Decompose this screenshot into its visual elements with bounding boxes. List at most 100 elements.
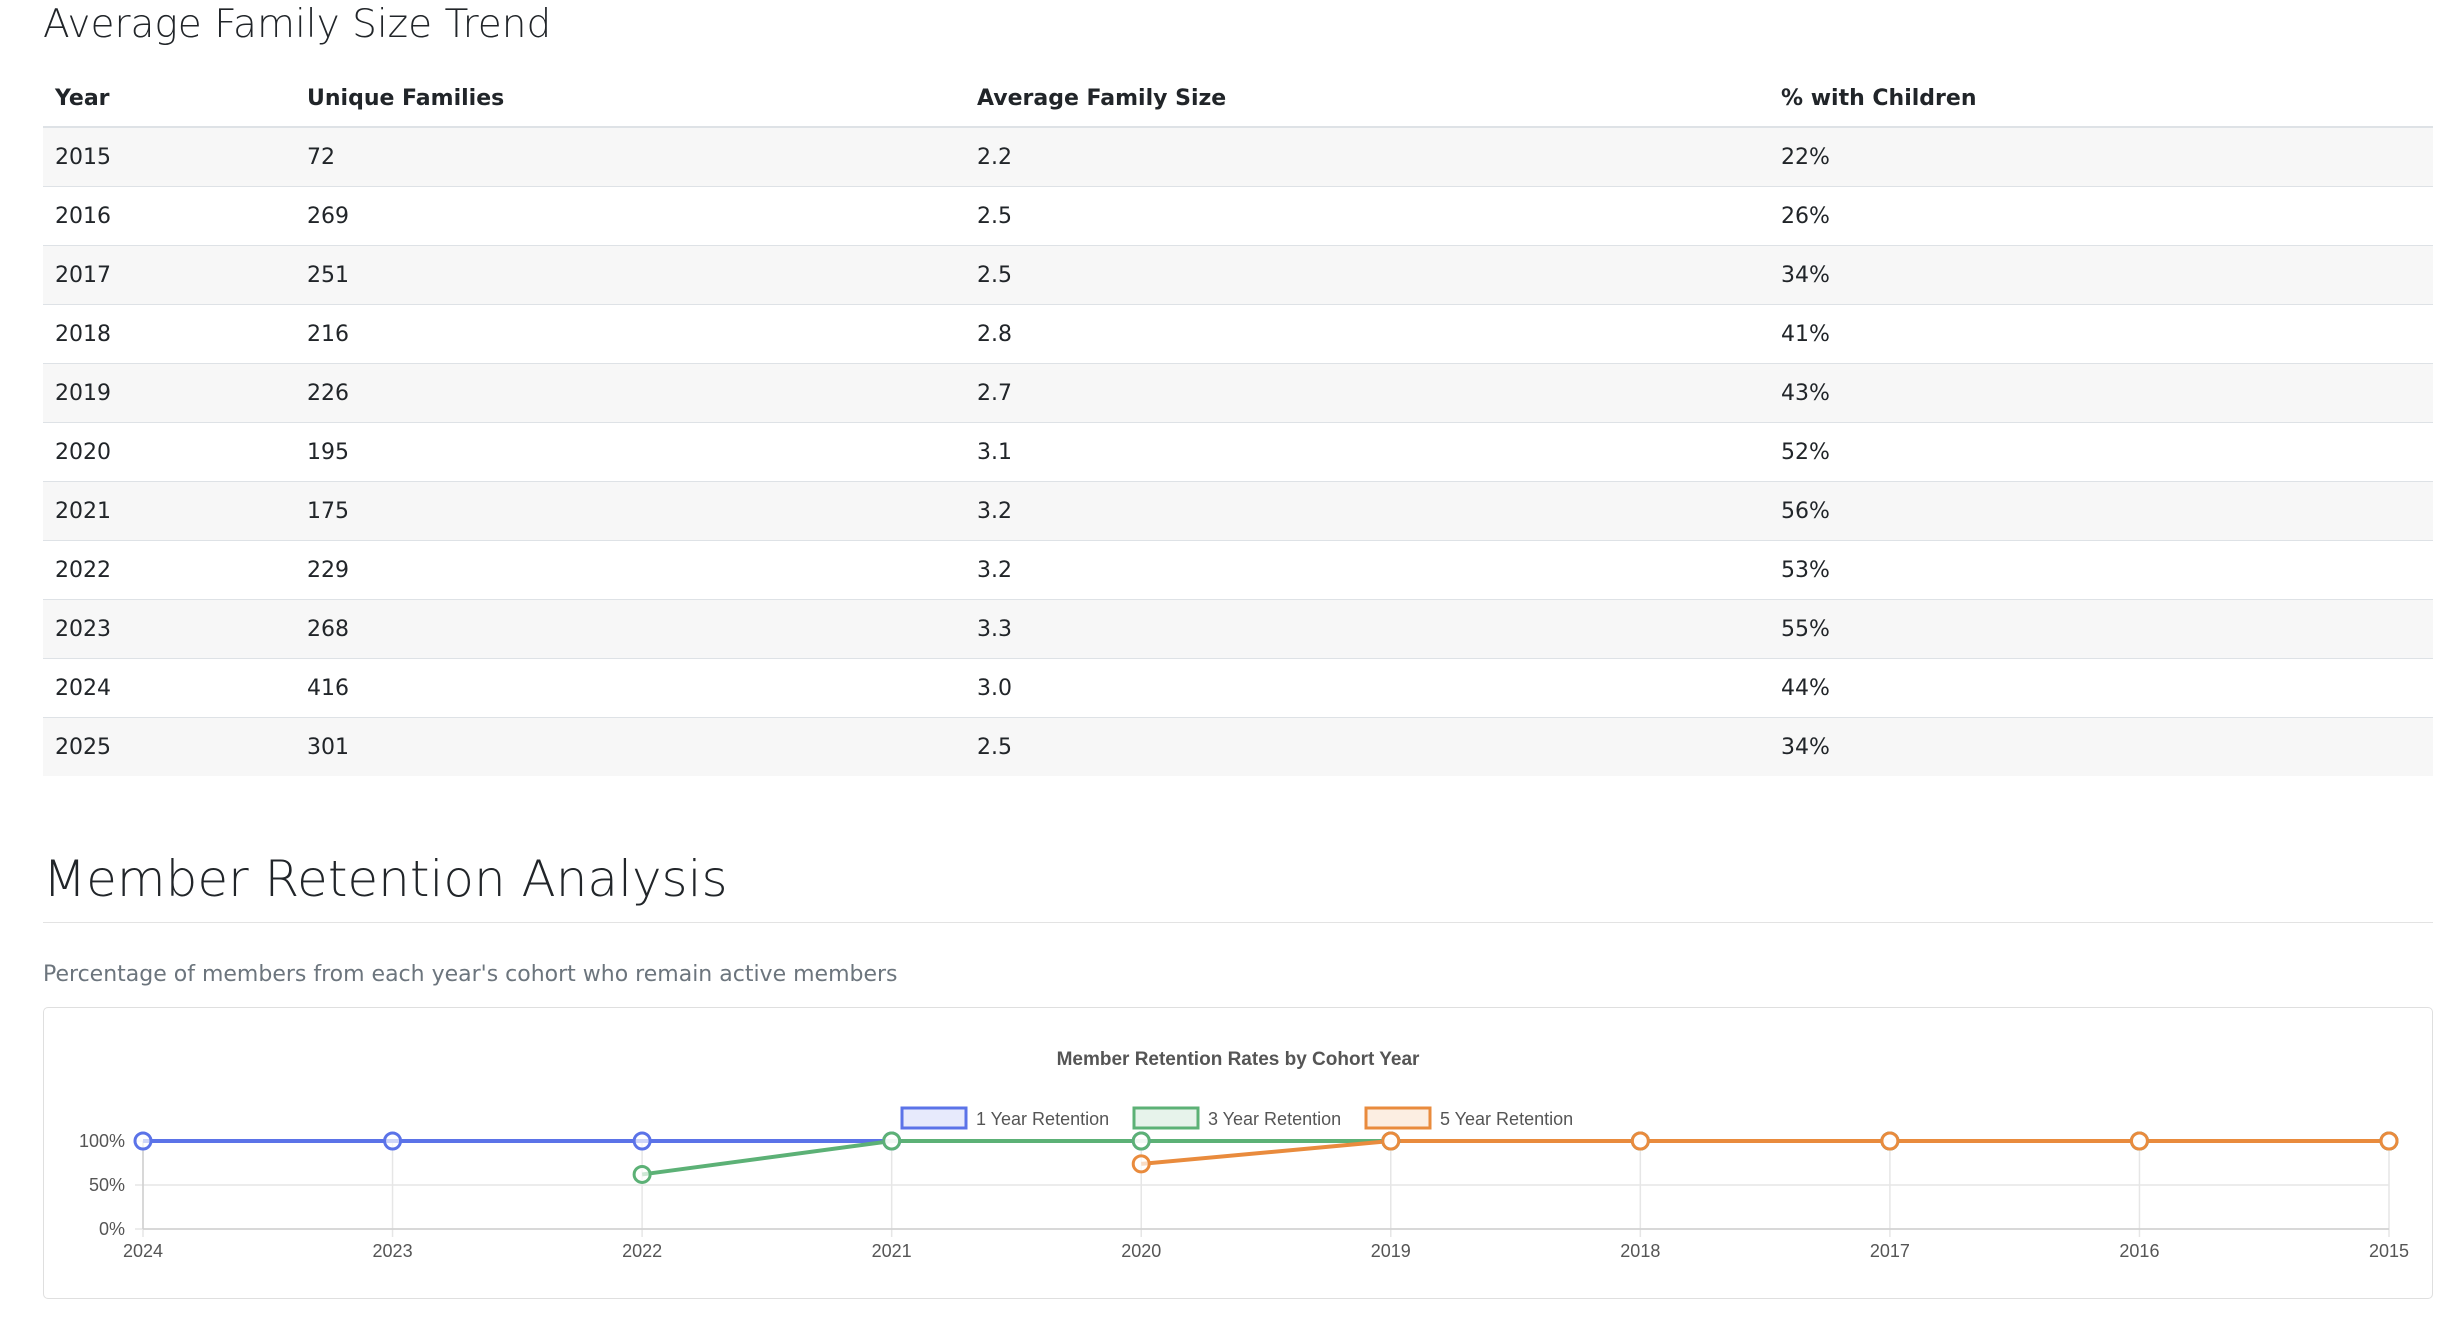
family-table-body: 2015 72 2.2 22% 2016 269 2.5 26% 2017 251 2.5 34% 20…: [43, 126, 2433, 776]
data-point-three-year: [882, 1131, 902, 1151]
chart-title: Member Retention Rates by Cohort Year: [1057, 1049, 1420, 1070]
cell-unique-families: 416: [295, 658, 965, 718]
cell-year: 2017: [43, 245, 295, 305]
series-line-three-year: [641, 1139, 2389, 1177]
data-point-five-year: [1381, 1131, 1401, 1151]
retention-chart: Member Retention Rates by Cohort Year 1 Y…: [79, 1049, 2409, 1261]
cell-average-family-size: 2.5: [965, 717, 1769, 776]
cell-percent-children: 55%: [1769, 599, 2433, 659]
data-point-one-year: [383, 1131, 403, 1151]
x-tick-label: 2017: [1870, 1241, 1910, 1261]
data-point-five-year: [2379, 1131, 2399, 1151]
cell-percent-children: 26%: [1769, 186, 2433, 246]
x-tick-label: 2024: [123, 1241, 163, 1261]
cell-average-family-size: 3.2: [965, 540, 1769, 600]
data-point-five-year: [1630, 1131, 1650, 1151]
cell-percent-children: 43%: [1769, 363, 2433, 423]
data-point-one-year: [632, 1131, 652, 1151]
cell-percent-children: 44%: [1769, 658, 2433, 718]
cell-unique-families: 269: [295, 186, 965, 246]
legend-label: 1 Year Retention: [976, 1109, 1109, 1129]
legend-swatch: [1364, 1106, 1432, 1130]
cell-percent-children: 34%: [1769, 245, 2433, 305]
cell-average-family-size: 2.2: [965, 126, 1769, 187]
table-row: 2020 195 3.1 52%: [43, 422, 2433, 482]
table-row: 2022 229 3.2 53%: [43, 540, 2433, 600]
column-header-unique-families: Unique Families: [295, 70, 965, 128]
section-divider: [43, 922, 2433, 923]
table-row: 2015 72 2.2 22%: [43, 126, 2433, 187]
retention-title: Member Retention Analysis: [43, 850, 728, 908]
data-point-one-year: [133, 1131, 153, 1151]
cell-percent-children: 52%: [1769, 422, 2433, 482]
column-header-year: Year: [43, 70, 295, 128]
x-tick-label: 2020: [1121, 1241, 1161, 1261]
table-row: 2016 269 2.5 26%: [43, 186, 2433, 246]
cell-unique-families: 226: [295, 363, 965, 423]
legend-label: 3 Year Retention: [1208, 1109, 1341, 1129]
cell-average-family-size: 2.8: [965, 304, 1769, 364]
table-row: 2019 226 2.7 43%: [43, 363, 2433, 423]
cell-year: 2015: [43, 126, 295, 187]
cell-year: 2022: [43, 540, 295, 600]
cell-average-family-size: 2.5: [965, 186, 1769, 246]
column-header-percent-children: % with Children: [1769, 70, 2433, 128]
retention-description: Percentage of members from each year's c…: [43, 962, 898, 987]
cell-percent-children: 53%: [1769, 540, 2433, 600]
cell-year: 2019: [43, 363, 295, 423]
cell-year: 2018: [43, 304, 295, 364]
data-point-three-year: [1131, 1131, 1151, 1151]
cell-average-family-size: 3.2: [965, 481, 1769, 541]
cell-year: 2021: [43, 481, 295, 541]
data-point-five-year: [1880, 1131, 1900, 1151]
legend-swatch: [900, 1106, 968, 1130]
series-line-five-year: [1141, 1139, 2389, 1166]
y-tick-label: 50%: [89, 1175, 125, 1195]
data-point-five-year: [2129, 1131, 2149, 1151]
cell-unique-families: 251: [295, 245, 965, 305]
cell-average-family-size: 3.3: [965, 599, 1769, 659]
cell-year: 2016: [43, 186, 295, 246]
x-tick-label: 2021: [872, 1241, 912, 1261]
x-tick-label: 2019: [1371, 1241, 1411, 1261]
legend-label: 5 Year Retention: [1440, 1109, 1573, 1129]
cell-unique-families: 268: [295, 599, 965, 659]
cell-percent-children: 56%: [1769, 481, 2433, 541]
x-tick-label: 2016: [2119, 1241, 2159, 1261]
cell-percent-children: 41%: [1769, 304, 2433, 364]
table-row: 2025 301 2.5 34%: [43, 717, 2433, 776]
family-size-table: Year Unique Families Average Family Size…: [43, 70, 2433, 776]
cell-unique-families: 301: [295, 717, 965, 776]
data-point-three-year: [632, 1164, 652, 1184]
table-row: 2024 416 3.0 44%: [43, 658, 2433, 718]
column-header-average-family-size: Average Family Size: [965, 70, 1769, 128]
table-row: 2017 251 2.5 34%: [43, 245, 2433, 305]
cell-unique-families: 195: [295, 422, 965, 482]
cell-percent-children: 34%: [1769, 717, 2433, 776]
cell-average-family-size: 2.7: [965, 363, 1769, 423]
y-tick-label: 0%: [99, 1219, 125, 1239]
cell-average-family-size: 2.5: [965, 245, 1769, 305]
cell-unique-families: 175: [295, 481, 965, 541]
cell-unique-families: 72: [295, 126, 965, 187]
table-row: 2021 175 3.2 56%: [43, 481, 2433, 541]
x-tick-label: 2023: [373, 1241, 413, 1261]
cell-year: 2020: [43, 422, 295, 482]
cell-unique-families: 216: [295, 304, 965, 364]
table-row: 2018 216 2.8 41%: [43, 304, 2433, 364]
table-header-row: Year Unique Families Average Family Size…: [43, 70, 2433, 128]
y-tick-label: 100%: [79, 1131, 125, 1151]
legend-swatch: [1132, 1106, 1200, 1130]
x-tick-label: 2015: [2369, 1241, 2409, 1261]
cell-average-family-size: 3.1: [965, 422, 1769, 482]
retention-chart-card: Member Retention Rates by Cohort Year 1 Y…: [43, 1007, 2433, 1299]
cell-year: 2023: [43, 599, 295, 659]
cell-percent-children: 22%: [1769, 126, 2433, 187]
cell-year: 2025: [43, 717, 295, 776]
cell-unique-families: 229: [295, 540, 965, 600]
cell-year: 2024: [43, 658, 295, 718]
table-row: 2023 268 3.3 55%: [43, 599, 2433, 659]
family-size-title: Average Family Size Trend: [43, 2, 552, 47]
x-tick-label: 2022: [622, 1241, 662, 1261]
x-tick-label: 2018: [1620, 1241, 1660, 1261]
